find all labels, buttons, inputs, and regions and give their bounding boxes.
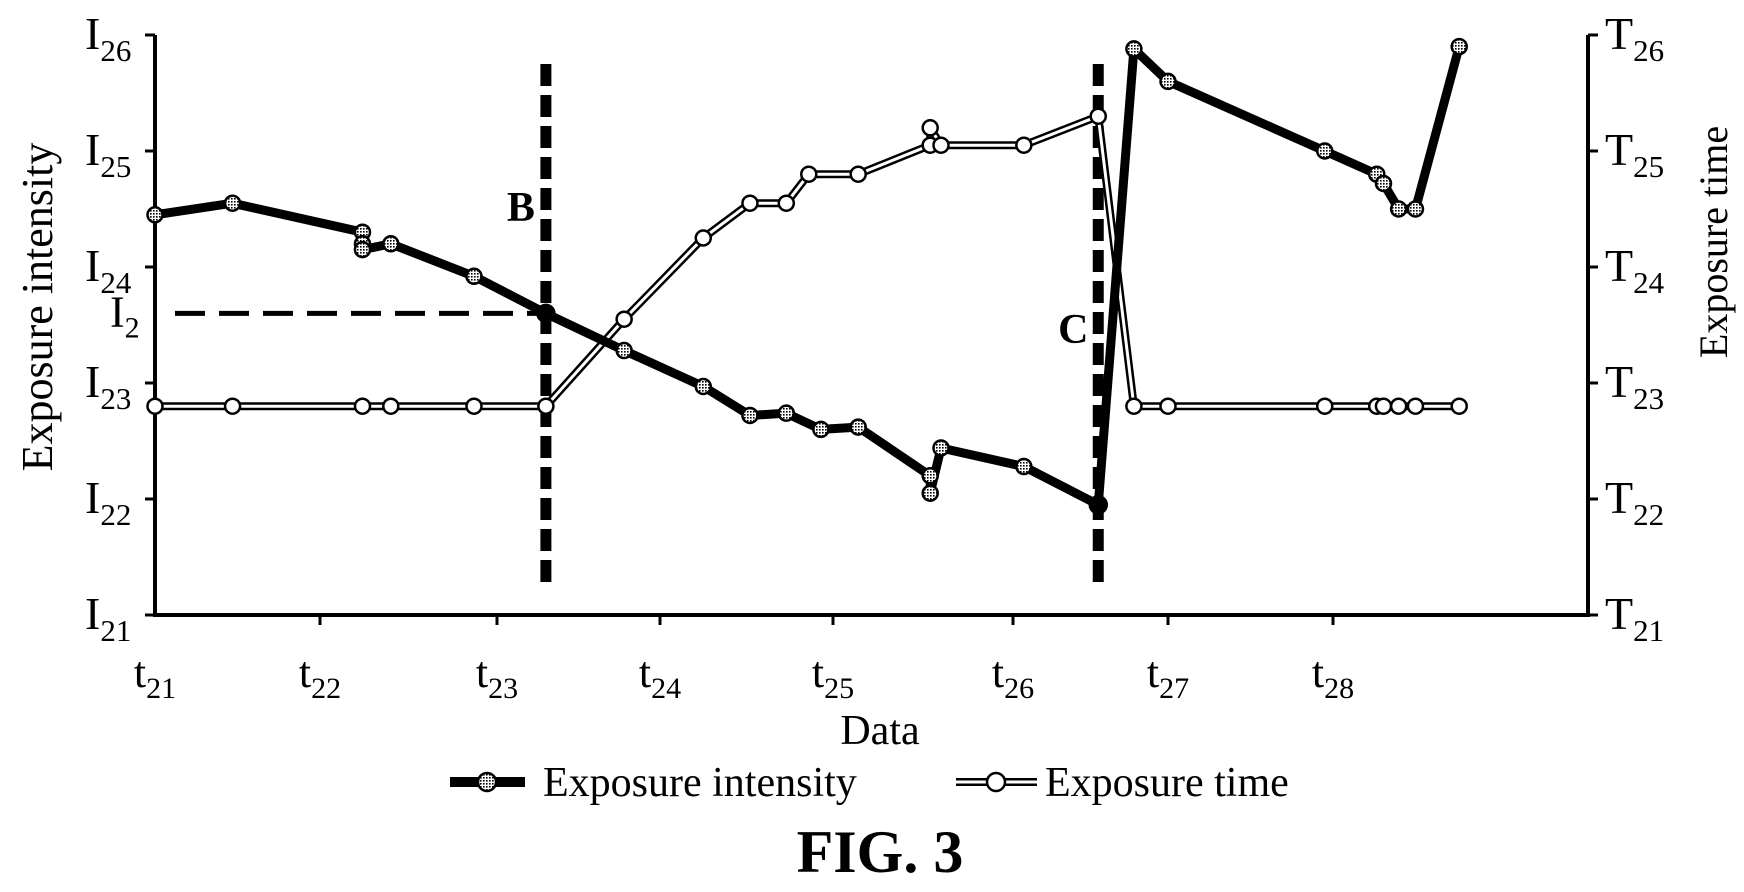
exposure-intensity-line xyxy=(154,44,1464,510)
exposure-time-point xyxy=(849,165,867,183)
exposure-time-point xyxy=(223,397,242,415)
exposure-time-point xyxy=(465,397,483,415)
exposure-intensity-point xyxy=(465,267,483,286)
exposure-intensity-point xyxy=(353,240,372,259)
exposure-intensity-point xyxy=(921,467,939,485)
axes xyxy=(153,35,1590,617)
right-y-tick-label: T23 xyxy=(1605,356,1664,416)
series-exposure-time xyxy=(146,107,1468,415)
exposure-time-point xyxy=(1015,136,1033,154)
right-y-tick-label: T22 xyxy=(1605,472,1664,532)
exposure-intensity-point xyxy=(1159,72,1177,91)
exposure-intensity-point xyxy=(1450,37,1468,56)
left-y-tick-label: I26 xyxy=(85,8,131,68)
left-y-tick-label: I24 xyxy=(85,240,132,300)
exposure-intensity-point xyxy=(1389,200,1408,218)
exposure-time-point xyxy=(932,136,950,154)
exposure-time-point xyxy=(1450,397,1468,415)
exposure-time-point xyxy=(1406,397,1425,415)
exposure-intensity-point xyxy=(1015,457,1033,476)
right-y-axis-title: Exposure time xyxy=(1691,126,1736,358)
x-tick-label: t23 xyxy=(476,648,518,705)
left-y-axis-ticks: I21 I22 I23 I24 I25 I26 xyxy=(85,8,155,648)
exposure-intensity-point xyxy=(382,235,400,253)
exposure-time-point xyxy=(1159,397,1177,415)
vertical-marker-label: C xyxy=(1058,307,1088,353)
exposure-intensity-point xyxy=(223,194,242,212)
exposure-time-point xyxy=(1316,397,1334,415)
exposure-time-point xyxy=(353,397,372,415)
left-y-axis-title: Exposure intensity xyxy=(13,143,62,472)
x-tick-label: t25 xyxy=(812,648,854,705)
exposure-intensity-point xyxy=(146,206,164,224)
x-axis-ticks: t21 t22 t23 t24 t25 t26 t27 t28 xyxy=(134,615,1354,705)
x-tick-label: t24 xyxy=(639,648,681,705)
reference-line-label: I2 xyxy=(110,287,140,344)
exposure-intensity-point xyxy=(849,418,867,436)
x-tick-label: t28 xyxy=(1312,648,1354,705)
left-y-tick-label: I23 xyxy=(85,356,131,416)
series-exposure-intensity xyxy=(146,37,1468,515)
x-tick-label: t21 xyxy=(134,648,176,705)
exposure-time-point xyxy=(694,229,712,247)
legend-intensity-marker xyxy=(476,771,498,793)
reference-line-group: I2 xyxy=(110,287,546,344)
exposure-intensity-marker-point xyxy=(1088,495,1108,515)
exposure-time-point xyxy=(537,397,555,415)
legend-time-label: Exposure time xyxy=(1045,760,1289,806)
figure-label: FIG. 3 xyxy=(797,819,964,885)
exposure-intensity-point xyxy=(694,377,712,396)
x-tick-label: t22 xyxy=(299,648,341,705)
exposure-intensity-point xyxy=(741,406,759,425)
exposure-time-point xyxy=(1374,397,1393,415)
right-y-tick-label: T25 xyxy=(1605,124,1664,184)
exposure-intensity-point xyxy=(1406,200,1425,218)
x-tick-label: t26 xyxy=(992,648,1034,705)
exposure-time-point xyxy=(1089,107,1107,125)
x-axis-title: Data xyxy=(840,708,920,754)
exposure-time-point xyxy=(1125,397,1143,415)
exposure-intensity-point xyxy=(777,404,796,422)
exposure-intensity-point xyxy=(1374,174,1393,193)
exposure-time-line-inner xyxy=(155,114,1460,408)
exposure-time-point xyxy=(615,310,633,328)
left-y-tick-label: I21 xyxy=(85,588,131,648)
exposure-intensity-point xyxy=(921,484,939,502)
exposure-time-point xyxy=(921,119,939,137)
exposure-intensity-point xyxy=(1125,40,1143,58)
exposure-intensity-point xyxy=(1316,142,1334,160)
left-y-tick-label: I25 xyxy=(85,124,131,184)
exposure-intensity-point xyxy=(932,439,950,457)
exposure-intensity-marker-point xyxy=(536,303,556,324)
right-y-axis-ticks: T21 T22 T23 T24 T25 T26 xyxy=(1588,8,1665,648)
exposure-intensity-point xyxy=(615,341,633,360)
right-y-tick-label: T24 xyxy=(1605,240,1665,300)
x-tick-label: t27 xyxy=(1147,648,1189,705)
exposure-time-point xyxy=(777,194,796,212)
exposure-time-point xyxy=(1389,397,1408,415)
right-y-tick-label: T21 xyxy=(1605,588,1664,648)
exposure-time-point xyxy=(741,194,759,212)
exposure-time-point xyxy=(382,397,400,415)
right-y-tick-label: T26 xyxy=(1605,8,1664,68)
exposure-intensity-point xyxy=(812,420,830,439)
exposure-time-point xyxy=(146,397,164,415)
vertical-marker-label: B xyxy=(507,185,535,231)
legend: Exposure intensity Exposure time xyxy=(450,760,1289,806)
legend-time-marker xyxy=(985,771,1007,793)
left-y-tick-label: I22 xyxy=(85,472,131,532)
exposure-time-point xyxy=(800,165,818,183)
exposure-time-line-outer xyxy=(155,112,1460,411)
legend-intensity-label: Exposure intensity xyxy=(543,760,857,806)
